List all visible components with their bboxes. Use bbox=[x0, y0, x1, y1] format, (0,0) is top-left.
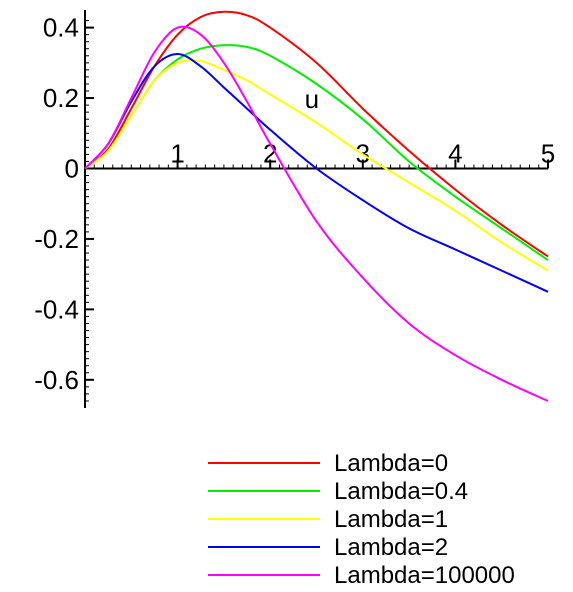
x-tick-label: 2 bbox=[263, 138, 277, 168]
x-tick-label: 5 bbox=[541, 138, 555, 168]
series-line-lambda-0-4 bbox=[84, 44, 549, 261]
legend-label-lambda-0: Lambda=0 bbox=[334, 450, 448, 477]
y-tick-label: -0.4 bbox=[34, 294, 79, 324]
y-ticks: 0.4 0.2 0 -0.2 -0.4 -0.6 bbox=[34, 13, 94, 395]
legend-label-lambda-100000: Lambda=100000 bbox=[334, 562, 515, 589]
minor-ticks bbox=[85, 20, 549, 402]
y-tick-label: -0.2 bbox=[34, 224, 79, 254]
x-tick-label: 4 bbox=[448, 138, 462, 168]
y-tick-label: -0.6 bbox=[34, 365, 79, 395]
y-tick-label: 0.2 bbox=[43, 83, 79, 113]
series-line-lambda-0 bbox=[84, 10, 549, 258]
series-line-lambda-1 bbox=[84, 59, 549, 272]
legend: Lambda=0Lambda=0.4Lambda=1Lambda=2Lambda… bbox=[208, 450, 515, 589]
legend-label-lambda-0-4: Lambda=0.4 bbox=[334, 478, 468, 505]
series-layer bbox=[84, 10, 549, 402]
series-line-lambda-2 bbox=[84, 52, 549, 293]
legend-label-lambda-1: Lambda=1 bbox=[334, 506, 448, 533]
legend-label-lambda-2: Lambda=2 bbox=[334, 534, 448, 561]
x-tick-label: 1 bbox=[170, 138, 184, 168]
x-axis-label: u bbox=[305, 84, 319, 114]
series-line-lambda-100000 bbox=[84, 25, 549, 402]
y-tick-label: 0 bbox=[65, 153, 79, 183]
y-tick-label: 0.4 bbox=[43, 13, 79, 43]
